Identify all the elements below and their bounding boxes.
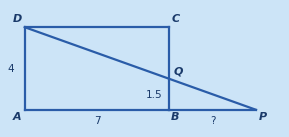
Text: B: B: [170, 112, 179, 122]
Text: Q: Q: [173, 67, 183, 77]
Text: 1.5: 1.5: [145, 90, 162, 100]
Text: 4: 4: [7, 64, 14, 73]
Text: D: D: [12, 14, 22, 24]
Text: C: C: [171, 14, 179, 24]
Text: A: A: [13, 112, 22, 122]
Text: P: P: [259, 112, 267, 122]
Text: ?: ?: [210, 116, 215, 126]
Polygon shape: [25, 27, 169, 110]
Text: 7: 7: [94, 116, 100, 126]
